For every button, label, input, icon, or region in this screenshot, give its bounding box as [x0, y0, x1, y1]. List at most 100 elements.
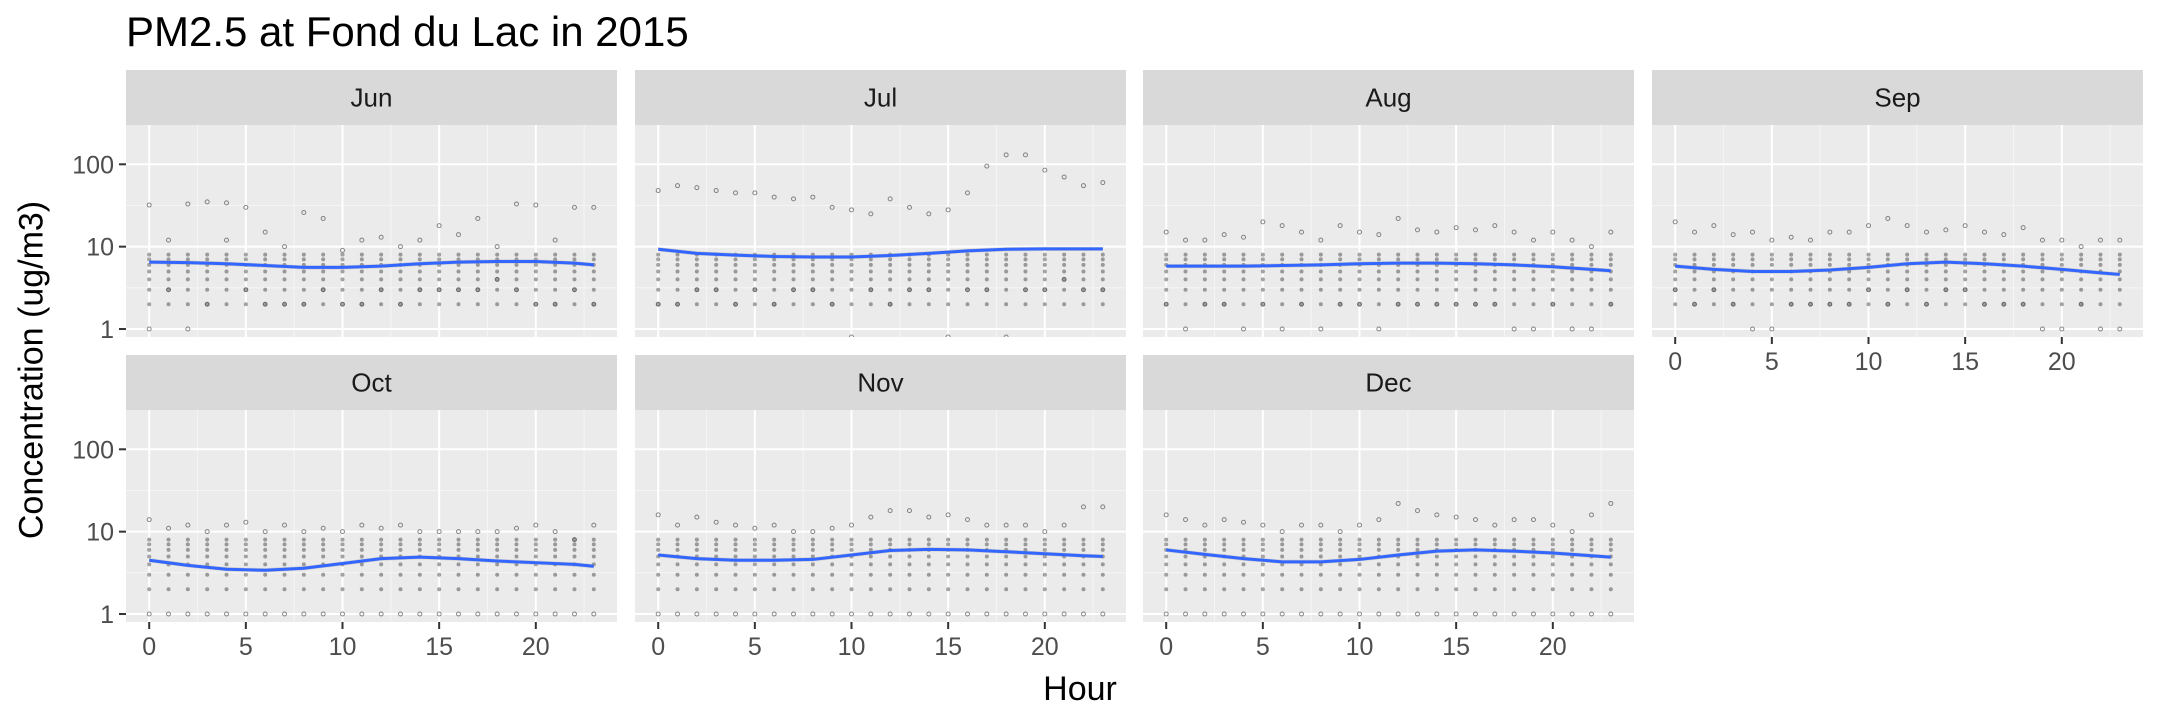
data-point: [675, 301, 681, 307]
data-point: [1550, 302, 1555, 307]
data-point: [752, 277, 757, 282]
data-point: [224, 252, 229, 257]
data-point: [243, 542, 248, 547]
data-point: [1769, 326, 1775, 332]
data-point: [147, 269, 152, 274]
data-point: [513, 611, 519, 617]
data-point: [379, 537, 384, 542]
data-point: [591, 204, 597, 210]
x-tick-label: 5: [748, 633, 762, 661]
data-point: [2117, 302, 2122, 307]
data-point: [868, 611, 874, 617]
data-point: [1183, 269, 1188, 274]
data-point: [1003, 334, 1009, 337]
data-point: [533, 554, 538, 559]
data-point: [359, 237, 365, 243]
data-point: [262, 301, 268, 307]
data-point: [205, 269, 210, 274]
data-point: [320, 525, 326, 531]
data-point: [1750, 326, 1756, 332]
data-point: [1569, 611, 1575, 617]
data-point: [359, 572, 364, 577]
data-point: [1885, 252, 1890, 257]
data-point: [1042, 277, 1047, 282]
data-point: [946, 257, 951, 262]
data-point: [475, 554, 480, 559]
data-point: [2117, 326, 2123, 332]
data-point: [1847, 262, 1852, 267]
data-point: [1062, 572, 1067, 577]
data-point: [1943, 269, 1948, 274]
data-point: [475, 287, 481, 293]
data-point: [1100, 504, 1106, 510]
data-point: [907, 302, 912, 307]
data-point: [591, 542, 596, 547]
data-point: [888, 287, 893, 292]
data-point: [1004, 257, 1009, 262]
data-point: [185, 554, 190, 559]
data-point: [340, 302, 345, 307]
data-point: [1338, 257, 1343, 262]
data-point: [1569, 529, 1575, 535]
data-point: [321, 554, 326, 559]
data-point: [2079, 302, 2084, 307]
data-point: [1100, 572, 1105, 577]
data-point: [849, 269, 854, 274]
data-point: [1357, 587, 1362, 592]
data-point: [146, 202, 152, 208]
data-point: [888, 277, 893, 282]
data-point: [1221, 301, 1227, 307]
data-point: [1866, 257, 1871, 262]
data-point: [533, 287, 538, 292]
data-point: [694, 277, 699, 282]
data-point: [1202, 252, 1207, 257]
data-point: [166, 547, 171, 552]
data-point: [1981, 229, 1987, 235]
data-point: [946, 269, 951, 274]
smooth-trend-line: [658, 247, 1103, 259]
data-point: [495, 277, 500, 282]
data-point: [495, 547, 500, 552]
data-point: [926, 277, 931, 282]
data-point: [1512, 252, 1517, 257]
data-point: [965, 542, 970, 547]
data-point: [1081, 277, 1086, 282]
data-point: [1570, 587, 1575, 592]
data-point: [340, 537, 345, 542]
smooth-trend-line: [149, 260, 594, 269]
data-point: [1357, 257, 1362, 262]
data-point: [964, 190, 970, 196]
data-point: [1904, 287, 1910, 293]
data-point: [849, 262, 854, 267]
data-point: [205, 287, 210, 292]
data-point: [591, 301, 597, 307]
data-point: [1415, 287, 1420, 292]
data-point: [772, 277, 777, 282]
facet-strip-label: Jun: [351, 83, 393, 113]
data-point: [1376, 547, 1381, 552]
data-point: [1062, 277, 1067, 282]
data-point: [1473, 562, 1478, 567]
data-point: [907, 542, 912, 547]
data-point: [1847, 257, 1852, 262]
data-point: [713, 188, 719, 194]
data-point: [772, 262, 777, 267]
data-point: [1492, 611, 1498, 617]
data-point: [398, 587, 403, 592]
data-point: [2039, 237, 2045, 243]
data-point: [675, 522, 681, 528]
x-tick-label: 0: [1159, 633, 1173, 661]
data-point: [984, 277, 989, 282]
data-point: [1808, 301, 1814, 307]
data-point: [166, 257, 171, 262]
data-point: [1164, 562, 1169, 567]
data-point: [1962, 287, 1968, 293]
facet-panel-nov: Nov 0 5 10 15 20: [635, 355, 1126, 661]
data-point: [1337, 301, 1343, 307]
data-point: [1673, 287, 1678, 292]
data-point: [1396, 287, 1401, 292]
facet-strip-label: Sep: [1874, 83, 1920, 113]
data-point: [1080, 183, 1086, 189]
data-point: [906, 287, 912, 293]
data-point: [224, 302, 229, 307]
